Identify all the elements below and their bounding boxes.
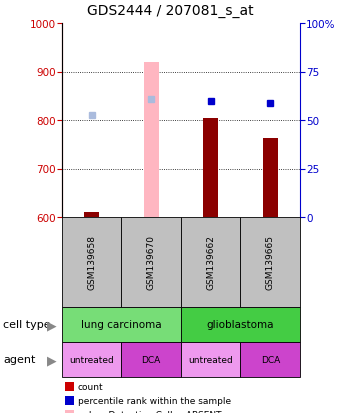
Text: DCA: DCA <box>142 355 161 364</box>
Text: GDS2444 / 207081_s_at: GDS2444 / 207081_s_at <box>87 4 253 18</box>
Text: ▶: ▶ <box>47 318 57 331</box>
Bar <box>84 213 99 218</box>
Text: cell type: cell type <box>3 320 51 330</box>
Text: lung carcinoma: lung carcinoma <box>81 320 162 330</box>
Text: agent: agent <box>3 355 35 365</box>
Text: untreated: untreated <box>69 355 114 364</box>
Text: value, Detection Call = ABSENT: value, Detection Call = ABSENT <box>78 410 221 413</box>
Text: GSM139665: GSM139665 <box>266 235 275 290</box>
Bar <box>263 139 278 218</box>
Text: untreated: untreated <box>188 355 233 364</box>
Text: percentile rank within the sample: percentile rank within the sample <box>78 396 231 405</box>
Text: glioblastoma: glioblastoma <box>207 320 274 330</box>
Text: DCA: DCA <box>261 355 280 364</box>
Text: ▶: ▶ <box>47 353 57 366</box>
Bar <box>203 118 218 218</box>
Text: GSM139662: GSM139662 <box>206 235 215 290</box>
Text: count: count <box>78 382 104 391</box>
Bar <box>144 63 159 218</box>
Text: GSM139658: GSM139658 <box>87 235 96 290</box>
Text: GSM139670: GSM139670 <box>147 235 156 290</box>
